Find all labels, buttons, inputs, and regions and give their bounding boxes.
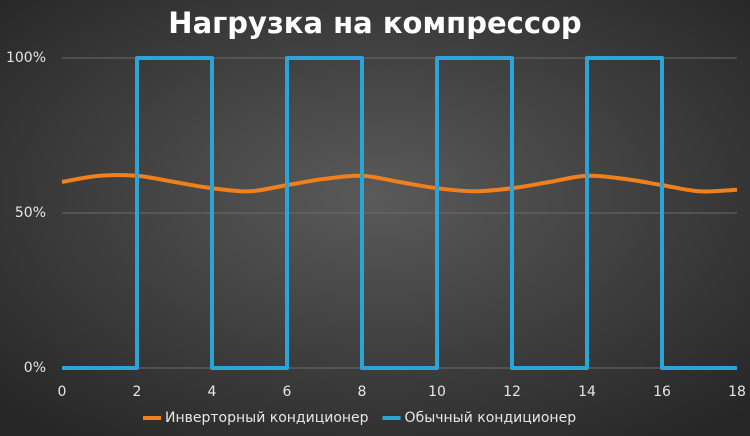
x-tick-label: 10 xyxy=(428,384,446,400)
y-tick-label: 0% xyxy=(24,360,46,376)
legend-label: Инверторный кондиционер xyxy=(165,410,369,426)
series-line xyxy=(61,173,738,194)
x-tick-label: 8 xyxy=(358,384,367,400)
series-line xyxy=(62,56,737,370)
x-tick-label: 18 xyxy=(728,384,746,400)
chart-title: Нагрузка на компрессор xyxy=(168,6,581,40)
x-tick-label: 0 xyxy=(58,384,67,400)
x-tick-label: 2 xyxy=(133,384,142,400)
legend-label: Обычный кондиционер xyxy=(405,410,577,426)
x-tick-label: 16 xyxy=(653,384,671,400)
x-tick-label: 6 xyxy=(283,384,292,400)
x-tick-label: 12 xyxy=(503,384,521,400)
y-tick-label: 100% xyxy=(6,50,46,66)
x-tick-label: 14 xyxy=(578,384,596,400)
x-tick-label: 4 xyxy=(208,384,217,400)
y-tick-label: 50% xyxy=(15,205,46,221)
